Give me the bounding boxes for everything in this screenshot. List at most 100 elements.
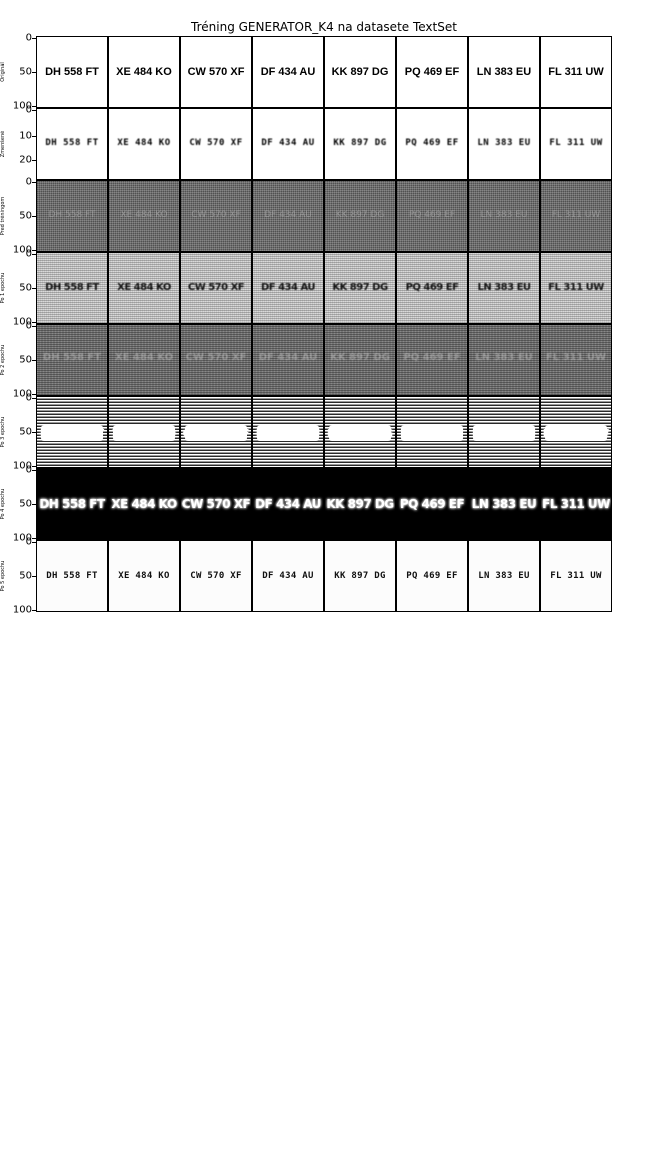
axis-tick-label: 50: [19, 282, 32, 294]
axis-tick-label: 50: [19, 66, 32, 78]
grid-row: Po 5 epochu 0 50 100 DH 558 FT XE 484 KO CW 57…: [0, 536, 648, 616]
axis-tick-mark: [32, 38, 36, 39]
plate-image: LN 383 EU: [468, 252, 540, 324]
plate-image: PQ 469 EF: [396, 468, 468, 540]
plate-text: FL 311 UW: [545, 352, 607, 363]
plate-text: KK 897 DG: [327, 427, 393, 440]
axis-tick-label: 50: [19, 210, 32, 222]
row-label-text: Po 4 epochu: [0, 488, 6, 520]
axis-tick-mark: [32, 504, 36, 505]
axis-tick-mark: [32, 106, 36, 107]
plate-text: LN 383 EU: [477, 138, 531, 148]
plate-image: DH 558 FT: [36, 396, 108, 468]
text-band: [41, 425, 103, 441]
plate-text: LN 383 EU: [478, 571, 530, 581]
plate-image: DF 434 AU: [252, 468, 324, 540]
plate-image: FL 311 UW: [540, 36, 612, 108]
plate-text: LN 383 EU: [472, 427, 536, 440]
plate-image: PQ 469 EF: [396, 180, 468, 252]
plate-text: XE 484 KO: [118, 571, 170, 581]
plate-text: KK 897 DG: [331, 66, 389, 78]
plate-image: DH 558 FT: [36, 540, 108, 612]
plate-text: DF 434 AU: [261, 138, 315, 148]
plate-image: CW 570 XF: [180, 108, 252, 180]
plate-text: FL 311 UW: [542, 427, 610, 440]
plate-image: LN 383 EU: [468, 468, 540, 540]
grid-row: Po 1 epochu 0 50 100 DH 558 FT XE 484 KO CW 57…: [0, 249, 648, 328]
plate-text: PQ 469 EF: [400, 427, 464, 440]
text-band: [185, 425, 247, 441]
grid-row: Originál 0 50 100 DH 558 FT XE 484 KO CW 570 X…: [0, 33, 648, 112]
plate-text: DH 558 FT: [46, 571, 98, 581]
plate-image: PQ 469 EF: [396, 108, 468, 180]
axis-tick-mark: [32, 216, 36, 217]
plate-image: DF 434 AU: [252, 540, 324, 612]
plate-image: KK 897 DG: [324, 468, 396, 540]
plate-text: KK 897 DG: [330, 352, 390, 363]
plate-text: FL 311 UW: [549, 138, 603, 148]
plate-text: FL 311 UW: [548, 66, 604, 78]
axis-tick-label: 100: [12, 604, 32, 616]
plate-text: PQ 469 EF: [403, 352, 461, 363]
plate-text: PQ 469 EF: [406, 571, 458, 581]
plate-image: DF 434 AU: [252, 252, 324, 324]
plate-text: DH 558 FT: [40, 427, 104, 440]
plate-image: DH 558 FT: [36, 108, 108, 180]
plate-text: PQ 469 EF: [405, 282, 459, 293]
plate-text: KK 897 DG: [334, 571, 386, 581]
plate-image: XE 484 KO: [108, 252, 180, 324]
axis-tick-mark: [32, 250, 36, 251]
axis-tick-label: 100: [12, 316, 32, 328]
plate-text: CW 570 XF: [181, 497, 251, 511]
plate-image: DF 434 AU: [252, 180, 324, 252]
plate-image: DH 558 FT: [36, 36, 108, 108]
axis-tick-label: 100: [12, 244, 32, 256]
row-label-text: Originál: [0, 62, 6, 82]
plate-image: FL 311 UW: [540, 396, 612, 468]
plate-image: DF 434 AU: [252, 396, 324, 468]
plate-text: DF 434 AU: [255, 497, 321, 511]
plate-text: DF 434 AU: [264, 210, 312, 220]
plate-image: XE 484 KO: [108, 396, 180, 468]
axis-tick-label: 0: [25, 104, 32, 116]
plate-image: CW 570 XF: [180, 540, 252, 612]
row-label: Po 1 epochu: [0, 252, 6, 324]
plate-text: XE 484 KO: [116, 66, 172, 78]
plate-image: FL 311 UW: [540, 108, 612, 180]
axis-tick-mark: [32, 254, 36, 255]
row-label: Originál: [0, 36, 6, 108]
axis-tick-label: 50: [19, 426, 32, 438]
axis-tick-mark: [32, 182, 36, 183]
plate-image: KK 897 DG: [324, 324, 396, 396]
axis-tick-label: 0: [25, 392, 32, 404]
plate-image: FL 311 UW: [540, 468, 612, 540]
plate-text: CW 570 XF: [185, 352, 247, 363]
plate-image: PQ 469 EF: [396, 396, 468, 468]
text-band: [257, 425, 319, 441]
plate-text: KK 897 DG: [326, 497, 394, 511]
plate-text: CW 570 XF: [191, 210, 241, 220]
plate-image: KK 897 DG: [324, 540, 396, 612]
plate-text: CW 570 XF: [190, 571, 242, 581]
plate-text: XE 484 KO: [120, 210, 168, 220]
plate-text: PQ 469 EF: [408, 210, 456, 220]
plate-text: DF 434 AU: [260, 66, 316, 78]
axis-tick-label: 0: [25, 536, 32, 548]
axis-tick-mark: [32, 160, 36, 161]
plate-text: CW 570 XF: [187, 66, 245, 78]
plate-image: KK 897 DG: [324, 180, 396, 252]
axis-tick-mark: [32, 432, 36, 433]
text-band: [329, 425, 391, 441]
axis-tick-mark: [32, 110, 36, 111]
plate-text: XE 484 KO: [111, 497, 177, 511]
plate-text: KK 897 DG: [332, 282, 388, 293]
figure-title: Tréning GENERATOR_K4 na datasete TextSet: [191, 20, 457, 34]
text-band: [113, 425, 175, 441]
plate-text: FL 311 UW: [550, 571, 602, 581]
plate-text: LN 383 EU: [476, 66, 532, 78]
row-label-text: Po 5 epochu: [0, 560, 6, 592]
plate-image: CW 570 XF: [180, 252, 252, 324]
plate-image: XE 484 KO: [108, 36, 180, 108]
plate-text: XE 484 KO: [112, 427, 176, 440]
plate-image: KK 897 DG: [324, 396, 396, 468]
